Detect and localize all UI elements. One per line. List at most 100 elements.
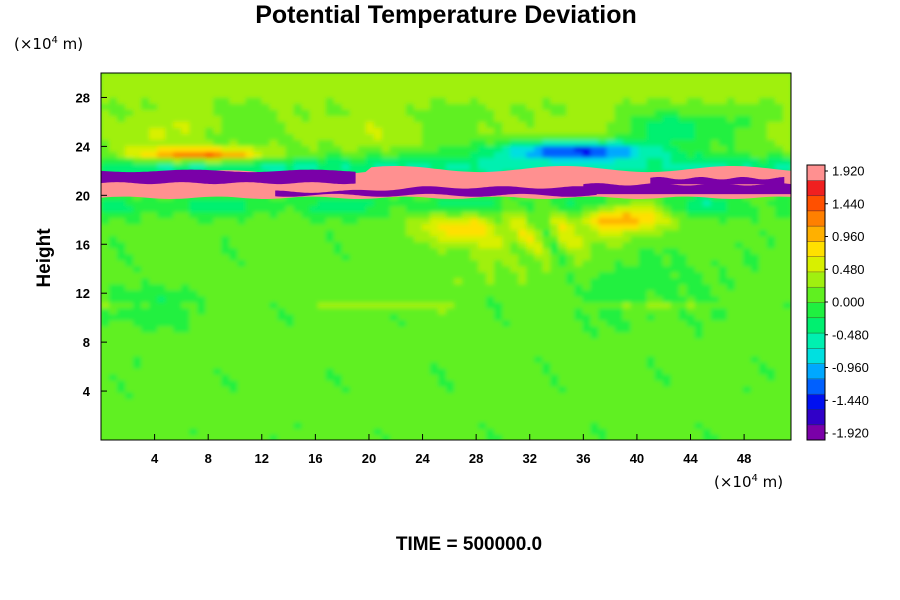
field-cell — [510, 103, 519, 110]
field-cell — [622, 157, 632, 164]
field-cell — [678, 205, 688, 213]
field-cell — [766, 271, 776, 279]
field-cell — [454, 277, 463, 285]
field-cell — [117, 121, 126, 128]
field-cell — [381, 139, 391, 146]
field-cell — [718, 301, 728, 309]
field-cell — [470, 151, 479, 158]
field-cell — [766, 127, 776, 134]
field-cell — [365, 259, 375, 267]
field-cell — [775, 205, 784, 213]
field-cell — [726, 115, 736, 122]
field-cell — [670, 247, 680, 255]
field-cell — [205, 313, 215, 321]
field-cell — [405, 385, 415, 393]
field-cell — [117, 422, 126, 429]
field-cell — [109, 265, 118, 273]
field-cell — [574, 428, 584, 435]
field-cell — [253, 205, 263, 213]
field-cell — [365, 139, 375, 146]
field-cell — [229, 355, 239, 363]
field-cell — [590, 199, 600, 207]
field-cell — [109, 415, 118, 423]
field-cell — [614, 199, 624, 207]
field-cell — [149, 139, 158, 146]
field-cell — [317, 229, 327, 237]
field-cell — [413, 307, 423, 315]
field-cell — [149, 127, 158, 134]
field-cell — [109, 391, 118, 399]
field-cell — [590, 91, 600, 98]
field-cell — [405, 343, 415, 351]
field-cell — [189, 409, 199, 417]
field-cell — [389, 265, 399, 273]
field-cell — [526, 428, 535, 435]
field-cell — [285, 403, 295, 411]
field-cell — [510, 434, 519, 440]
field-cell — [734, 205, 744, 213]
field-cell — [261, 283, 271, 291]
field-cell — [758, 325, 768, 333]
field-cell — [173, 205, 182, 213]
field-cell — [229, 422, 239, 429]
field-cell — [197, 301, 207, 309]
field-cell — [718, 217, 728, 225]
field-cell — [373, 163, 383, 170]
field-cell — [261, 277, 271, 285]
field-cell — [710, 277, 720, 285]
field-cell — [109, 223, 118, 231]
field-cell — [141, 337, 150, 345]
field-cell — [526, 97, 535, 104]
field-cell — [686, 133, 696, 140]
field-cell — [237, 391, 247, 399]
field-cell — [381, 325, 391, 333]
field-cell — [438, 229, 447, 237]
field-cell — [638, 151, 648, 158]
field-cell — [614, 313, 624, 321]
field-cell — [205, 385, 215, 393]
field-cell — [558, 259, 568, 267]
field-cell — [750, 379, 760, 387]
field-cell — [446, 253, 455, 261]
field-cell — [301, 301, 311, 309]
field-cell — [438, 217, 447, 225]
field-cell — [518, 211, 527, 219]
field-cell — [742, 127, 752, 134]
field-cell — [742, 139, 752, 146]
field-cell — [325, 283, 335, 291]
field-cell — [149, 289, 158, 297]
field-cell — [253, 133, 263, 140]
field-cell — [213, 211, 223, 219]
field-cell — [526, 109, 535, 116]
field-cell — [710, 343, 720, 351]
field-cell — [405, 325, 415, 333]
field-cell — [237, 163, 247, 170]
field-cell — [726, 337, 736, 345]
field-cell — [710, 265, 720, 273]
field-cell — [582, 139, 592, 146]
field-cell — [397, 151, 407, 158]
field-cell — [109, 115, 118, 122]
field-cell — [413, 391, 423, 399]
field-cell — [598, 428, 608, 435]
field-cell — [277, 241, 287, 249]
field-cell — [622, 253, 632, 261]
field-cell — [381, 259, 391, 267]
field-cell — [109, 434, 118, 440]
field-cell — [638, 415, 648, 423]
field-cell — [141, 163, 150, 170]
field-cell — [285, 223, 295, 231]
field-cell — [285, 133, 295, 140]
field-cell — [750, 145, 760, 152]
field-cell — [438, 277, 447, 285]
field-cell — [446, 109, 455, 116]
field-cell — [566, 217, 576, 225]
field-cell — [101, 217, 110, 225]
field-cell — [125, 97, 134, 104]
field-cell — [157, 307, 166, 315]
field-cell — [742, 385, 752, 393]
field-cell — [630, 434, 640, 440]
field-cell — [181, 199, 190, 207]
field-cell — [734, 241, 744, 249]
field-cell — [333, 211, 343, 219]
